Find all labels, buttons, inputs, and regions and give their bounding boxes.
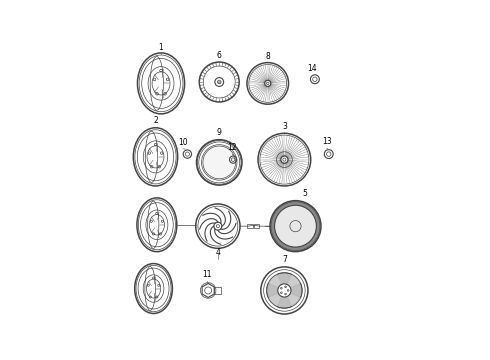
Bar [214, 287, 220, 293]
Text: 8: 8 [266, 52, 270, 61]
Bar [247, 224, 252, 228]
Polygon shape [267, 283, 292, 308]
Text: 10: 10 [178, 138, 188, 147]
Text: e: e [218, 80, 221, 85]
Circle shape [278, 284, 291, 297]
Text: 14: 14 [307, 64, 317, 73]
Polygon shape [267, 273, 292, 297]
Bar [254, 224, 259, 228]
Circle shape [283, 158, 286, 161]
Circle shape [218, 80, 221, 84]
Text: 7: 7 [282, 255, 287, 264]
Text: 6: 6 [217, 51, 221, 60]
Text: 1: 1 [159, 42, 163, 51]
Text: 11: 11 [202, 270, 212, 279]
Text: 4: 4 [216, 248, 220, 257]
Text: 12: 12 [227, 143, 237, 152]
Text: 9: 9 [217, 129, 221, 138]
Polygon shape [277, 283, 302, 308]
Polygon shape [277, 273, 302, 297]
Circle shape [203, 146, 236, 179]
Circle shape [274, 205, 317, 247]
Circle shape [271, 202, 320, 251]
Text: 3: 3 [282, 122, 287, 131]
Text: 2: 2 [153, 116, 158, 125]
Circle shape [270, 201, 321, 252]
Text: 13: 13 [322, 137, 332, 146]
Text: 5: 5 [303, 189, 308, 198]
Circle shape [216, 225, 220, 228]
Circle shape [267, 82, 269, 85]
